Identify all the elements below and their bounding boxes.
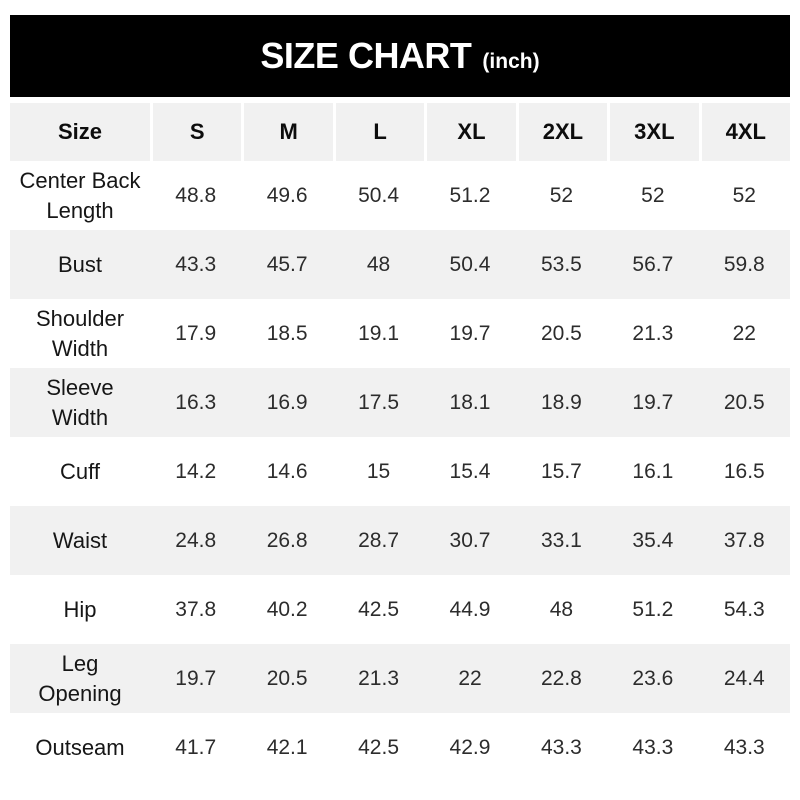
size-table-header-row: Size S M L XL 2XL 3XL 4XL <box>10 103 790 161</box>
table-row-hip: Hip 37.8 40.2 42.5 44.9 48 51.2 54.3 <box>10 575 790 644</box>
value-cell: 20.5 <box>723 390 765 414</box>
value-cell: 15.4 <box>449 459 491 483</box>
table-row-waist: Waist 24.8 26.8 28.7 30.7 33.1 35.4 37.8 <box>10 506 790 575</box>
value-cell: 42.9 <box>449 735 491 759</box>
value-cell: 35.4 <box>632 528 674 552</box>
value-cell: 19.7 <box>632 390 674 414</box>
value-cell: 59.8 <box>723 252 765 276</box>
column-header-m: M <box>241 103 333 161</box>
value-cell: 20.5 <box>540 321 582 345</box>
table-row-cuff: Cuff 14.2 14.6 15 15.4 15.7 16.1 16.5 <box>10 437 790 506</box>
value-cell: 43.3 <box>540 735 582 759</box>
table-row-bust: Bust 43.3 45.7 48 50.4 53.5 56.7 59.8 <box>10 230 790 299</box>
value-cell: 21.3 <box>632 321 674 345</box>
chart-title: SIZE CHART <box>260 35 472 76</box>
value-cell: 16.3 <box>175 390 217 414</box>
value-cell: 50.4 <box>449 252 491 276</box>
value-cell: 52 <box>732 183 756 207</box>
value-cell: 17.5 <box>358 390 399 414</box>
value-cell: 19.7 <box>449 321 491 345</box>
banner-title-group: SIZE CHART (inch) <box>260 35 539 77</box>
value-cell: 43.3 <box>723 735 765 759</box>
value-cell: 42.5 <box>358 597 399 621</box>
column-header-s: S <box>150 103 242 161</box>
size-chart-banner: SIZE CHART (inch) <box>10 15 790 97</box>
value-cell: 48 <box>366 252 391 276</box>
value-cell: 48 <box>549 597 574 621</box>
value-cell: 42.1 <box>266 735 308 759</box>
row-label: Sleeve Width <box>46 374 114 430</box>
value-cell: 22 <box>458 666 482 690</box>
value-cell: 49.6 <box>266 183 308 207</box>
value-cell: 45.7 <box>266 252 308 276</box>
value-cell: 19.1 <box>358 321 399 345</box>
value-cell: 40.2 <box>266 597 308 621</box>
value-cell: 56.7 <box>632 252 674 276</box>
value-cell: 51.2 <box>449 183 491 207</box>
value-cell: 53.5 <box>540 252 582 276</box>
column-header-3xl: 3XL <box>607 103 699 161</box>
value-cell: 19.7 <box>175 666 217 690</box>
value-cell: 41.7 <box>175 735 217 759</box>
column-header-4xl: 4XL <box>698 103 790 161</box>
row-label: Hip <box>63 596 97 622</box>
column-header-xl: XL <box>424 103 516 161</box>
row-label: Cuff <box>60 458 100 484</box>
row-label: Shoulder Width <box>35 305 125 361</box>
column-header-size: Size <box>10 103 150 161</box>
value-cell: 37.8 <box>175 597 217 621</box>
value-cell: 18.9 <box>540 390 582 414</box>
value-cell: 15.7 <box>540 459 582 483</box>
table-row-outseam: Outseam 41.7 42.1 42.5 42.9 43.3 43.3 43… <box>10 713 790 782</box>
value-cell: 33.1 <box>540 528 582 552</box>
value-cell: 14.6 <box>266 459 308 483</box>
value-cell: 16.1 <box>632 459 674 483</box>
value-cell: 23.6 <box>632 666 674 690</box>
row-label: Bust <box>57 251 103 277</box>
value-cell: 20.5 <box>266 666 308 690</box>
value-cell: 37.8 <box>723 528 765 552</box>
value-cell: 43.3 <box>632 735 674 759</box>
row-label: Waist <box>52 527 108 553</box>
value-cell: 28.7 <box>358 528 399 552</box>
size-table: Size S M L XL 2XL 3XL 4XL Center Back Le… <box>10 103 790 782</box>
value-cell: 17.9 <box>175 321 217 345</box>
value-cell: 16.5 <box>723 459 765 483</box>
value-cell: 44.9 <box>449 597 491 621</box>
value-cell: 51.2 <box>632 597 674 621</box>
value-cell: 18.1 <box>449 390 491 414</box>
table-row-center-back-length: Center Back Length 48.8 49.6 50.4 51.2 5… <box>10 161 790 230</box>
value-cell: 16.9 <box>266 390 308 414</box>
value-cell: 26.8 <box>266 528 308 552</box>
value-cell: 30.7 <box>449 528 491 552</box>
value-cell: 52 <box>641 183 665 207</box>
value-cell: 52 <box>549 183 574 207</box>
value-cell: 14.2 <box>175 459 217 483</box>
value-cell: 22.8 <box>540 666 582 690</box>
table-row-sleeve-width: Sleeve Width 16.3 16.9 17.5 18.1 18.9 19… <box>10 368 790 437</box>
row-label: Outseam <box>35 734 125 760</box>
row-label: Leg Opening <box>38 650 122 706</box>
value-cell: 42.5 <box>358 735 399 759</box>
value-cell: 18.5 <box>266 321 308 345</box>
chart-unit-label: (inch) <box>482 50 540 73</box>
value-cell: 24.8 <box>175 528 217 552</box>
value-cell: 50.4 <box>358 183 399 207</box>
value-cell: 22 <box>732 321 756 345</box>
table-row-shoulder-width: Shoulder Width 17.9 18.5 19.1 19.7 20.5 … <box>10 299 790 368</box>
row-label: Center Back Length <box>19 167 141 223</box>
value-cell: 54.3 <box>723 597 765 621</box>
table-row-leg-opening: Leg Opening 19.7 20.5 21.3 22 22.8 23.6 … <box>10 644 790 713</box>
value-cell: 21.3 <box>358 666 399 690</box>
value-cell: 15 <box>366 459 391 483</box>
value-cell: 24.4 <box>723 666 765 690</box>
column-header-l: L <box>332 103 425 161</box>
value-cell: 43.3 <box>175 252 217 276</box>
value-cell: 48.8 <box>175 183 217 207</box>
column-header-2xl: 2XL <box>515 103 608 161</box>
